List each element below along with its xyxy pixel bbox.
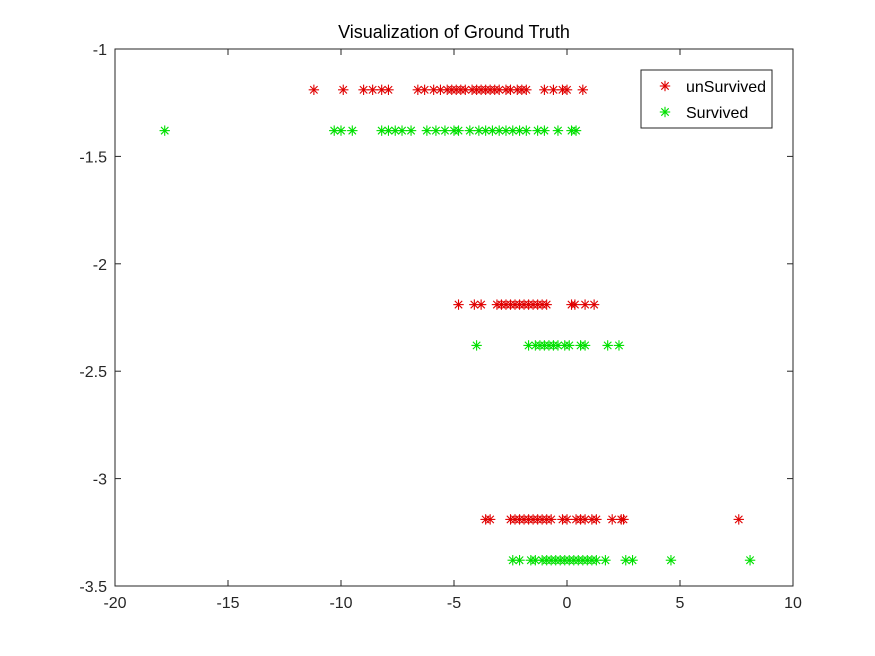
data-point	[613, 340, 625, 351]
data-point	[548, 84, 559, 96]
data-point	[159, 125, 170, 136]
data-point	[561, 84, 573, 96]
data-point	[607, 514, 618, 525]
data-point	[475, 299, 487, 310]
data-point	[588, 299, 600, 310]
data-point	[545, 514, 557, 525]
x-tick-label: 5	[676, 595, 685, 612]
data-point	[507, 125, 518, 136]
data-point	[405, 125, 417, 136]
axes: -20 -15 -10 -5 0 5 10 -1 -1.5 -2 -2.5 -3 -3.5	[79, 42, 802, 612]
y-tick-label: -1	[93, 42, 107, 59]
legend-label: unSurvived	[686, 79, 766, 96]
data-point	[733, 514, 744, 525]
x-tick-label: 0	[563, 595, 572, 612]
data-point	[464, 125, 476, 136]
series-survived	[159, 125, 756, 566]
data-point	[561, 514, 573, 525]
data-point	[469, 299, 480, 310]
data-point	[396, 125, 408, 136]
y-tick-label: -2	[93, 257, 107, 274]
data-point	[358, 84, 369, 96]
data-point	[618, 514, 629, 525]
data-point	[338, 84, 349, 96]
data-point	[564, 340, 575, 351]
x-tick-label: -5	[447, 595, 461, 612]
data-point	[347, 125, 358, 136]
data-point	[335, 125, 347, 136]
legend-marker	[659, 106, 671, 118]
data-point	[453, 299, 464, 310]
data-point	[552, 125, 564, 136]
data-point	[367, 84, 378, 96]
legend-item-unsurvived: unSurvived	[659, 79, 766, 96]
legend-marker	[659, 80, 671, 92]
plot-area	[115, 49, 793, 586]
y-tick-label: -2.5	[79, 364, 107, 381]
data-point	[570, 125, 582, 136]
data-point	[521, 125, 532, 136]
x-tick-label: -20	[103, 595, 126, 612]
y-tick-label: -1.5	[79, 149, 107, 166]
data-point	[602, 340, 613, 351]
legend: unSurvived Survived	[640, 69, 773, 129]
data-point	[620, 555, 631, 566]
data-point	[539, 84, 550, 96]
data-point	[487, 125, 498, 136]
data-point	[591, 555, 602, 566]
data-point	[539, 125, 550, 136]
data-point	[579, 340, 591, 351]
data-point	[421, 125, 433, 136]
data-point	[471, 340, 482, 351]
y-tick-label: -3.5	[79, 579, 107, 596]
data-point	[591, 514, 602, 525]
data-point	[523, 340, 534, 351]
x-tick-label: 10	[784, 595, 802, 612]
data-point	[383, 84, 394, 96]
legend-box	[640, 69, 773, 129]
legend-label: Survived	[686, 105, 748, 122]
data-point	[744, 555, 756, 566]
x-tick-label: -10	[329, 595, 352, 612]
x-tick-label: -15	[216, 595, 239, 612]
data-point	[514, 555, 525, 566]
data-point	[627, 555, 638, 566]
data-point	[665, 555, 677, 566]
y-tick-label: -3	[93, 472, 107, 489]
legend-item-survived: Survived	[659, 105, 748, 122]
data-point	[484, 514, 496, 525]
data-point	[439, 125, 451, 136]
data-point	[579, 299, 591, 310]
data-markers	[159, 84, 756, 566]
data-point	[419, 84, 430, 96]
data-point	[430, 125, 442, 136]
data-point	[577, 84, 589, 96]
series-unsurvived	[308, 84, 744, 525]
data-point	[600, 555, 611, 566]
chart-title: Visualization of Ground Truth	[338, 22, 570, 42]
data-point	[521, 84, 532, 96]
data-point	[308, 84, 320, 96]
data-point	[569, 299, 581, 310]
data-point	[453, 125, 464, 136]
data-point	[541, 299, 552, 310]
